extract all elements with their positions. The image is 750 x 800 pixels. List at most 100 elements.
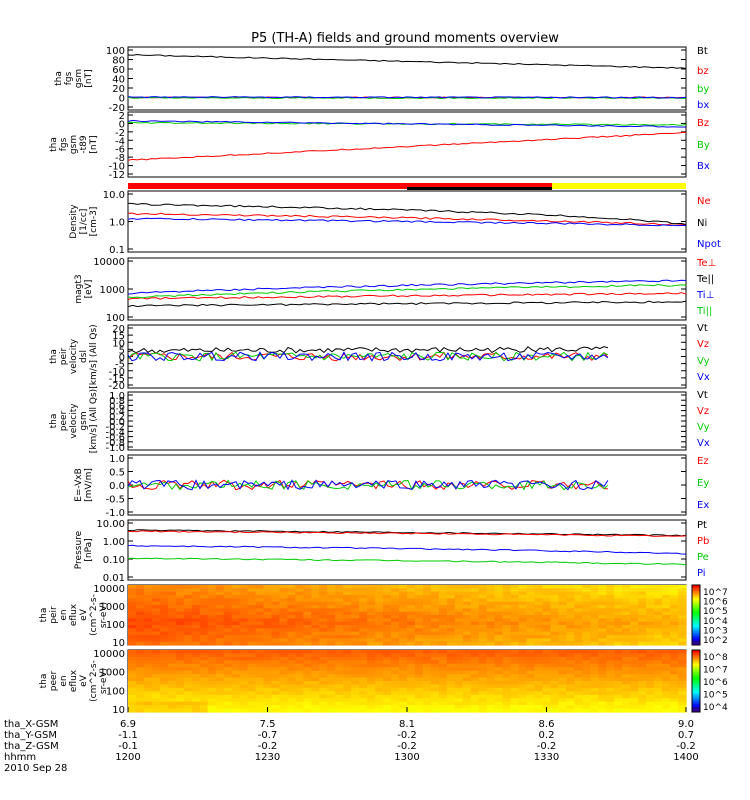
- colorbar-segment: [692, 671, 700, 674]
- spectrogram-cell: [319, 694, 328, 699]
- spectrogram-cell: [271, 631, 281, 636]
- spectrogram-cell: [159, 705, 169, 710]
- spectrogram-cell: [550, 605, 560, 609]
- spectrogram-cell: [574, 674, 583, 679]
- spectrogram-cell: [558, 585, 568, 589]
- spectrogram-cell: [454, 615, 464, 619]
- spectrogram-cell: [486, 585, 496, 589]
- spectrogram-cell: [351, 674, 360, 679]
- spectrogram-cell: [534, 615, 544, 619]
- spectrogram-cell: [327, 608, 336, 613]
- spectrogram-cell: [215, 681, 225, 686]
- spectrogram-cell: [391, 638, 400, 643]
- spectrogram-cell: [135, 705, 145, 710]
- spectrogram-cell: [271, 674, 281, 679]
- spectrogram-cell: [542, 635, 552, 639]
- spectrogram-cell: [678, 667, 687, 672]
- spectrogram-cell: [167, 698, 177, 703]
- spectrogram-cell: [510, 638, 520, 643]
- spectrogram-cell: [215, 585, 225, 589]
- spectrogram-cell: [407, 588, 416, 593]
- colorbar-segment: [692, 592, 700, 595]
- spectrogram-cell: [582, 638, 591, 643]
- spectrogram-cell: [438, 670, 448, 675]
- spectrogram-cell: [510, 670, 520, 675]
- spectrogram-cell: [558, 698, 568, 703]
- spectrogram-cell: [271, 608, 281, 613]
- series-line-ex: [127, 479, 609, 491]
- spectrogram-cell: [279, 663, 289, 668]
- spectrogram-cell: [590, 611, 599, 616]
- spectrogram-cell: [303, 663, 312, 668]
- spectrogram-cell: [263, 691, 273, 696]
- spectrogram-cell: [430, 663, 440, 668]
- mode-bar: [128, 183, 686, 190]
- spectrogram-cell: [128, 615, 137, 619]
- spectrogram-cell: [151, 621, 161, 626]
- spectrogram-cell: [470, 598, 480, 603]
- spectrogram-cell: [662, 635, 671, 639]
- spectrogram-cell: [191, 694, 201, 699]
- spectrogram-cell: [191, 660, 201, 665]
- spectrogram-cell: [590, 687, 599, 692]
- spectrogram-cell: [399, 705, 408, 710]
- spectrogram-cell: [582, 625, 591, 629]
- spectrogram-cell: [470, 628, 480, 633]
- spectrogram-cell: [167, 641, 177, 646]
- spectrogram-cell: [367, 638, 376, 643]
- spectrogram-cell: [582, 650, 591, 655]
- spectrogram-cell: [319, 605, 328, 609]
- spectrogram-cell: [526, 621, 536, 626]
- spectrogram-cell: [199, 598, 209, 603]
- spectrogram-cell: [614, 635, 623, 639]
- spectrogram-cell: [422, 595, 432, 599]
- spectrogram-cell: [414, 598, 424, 603]
- spectrogram-cell: [526, 605, 536, 609]
- spectrogram-cell: [462, 701, 472, 706]
- spectrogram-cell: [255, 660, 265, 665]
- spectrogram-cell: [670, 598, 679, 603]
- spectrogram-cell: [510, 595, 520, 599]
- spectrogram-cell: [247, 691, 257, 696]
- spectrogram-cell: [215, 621, 225, 626]
- spectrogram-cell: [143, 595, 153, 599]
- spectrogram-cell: [542, 694, 552, 699]
- spectrogram-cell: [590, 674, 599, 679]
- spectrogram-cell: [590, 621, 599, 626]
- y-tick-label: 100: [106, 620, 125, 631]
- spectrogram-cell: [518, 615, 528, 619]
- spectrogram-cell: [654, 684, 663, 689]
- spectrogram-cell: [414, 674, 424, 679]
- spectrogram-cell: [438, 621, 448, 626]
- spectrogram-cell: [399, 605, 408, 609]
- spectrogram-cell: [446, 588, 456, 593]
- spectrogram-cell: [343, 677, 352, 682]
- spectrogram-cell: [558, 611, 568, 616]
- spectrogram-cell: [670, 641, 679, 646]
- spectrogram-cell: [670, 691, 679, 696]
- y-axis-label: tha fgs gsm [nT]: [54, 69, 94, 88]
- spectrogram-cell: [430, 674, 440, 679]
- colorbar-label: 10^6: [703, 598, 728, 608]
- spectrogram-cell: [271, 677, 281, 682]
- y-axis-label: tha peer velocity gsm [km/s] (All Qs): [49, 389, 99, 453]
- spectrogram-cell: [399, 585, 408, 589]
- spectrogram-cell: [327, 653, 336, 658]
- spectrogram-cell: [542, 618, 552, 623]
- spectrogram-cell: [207, 705, 217, 710]
- spectrogram-cell: [215, 631, 225, 636]
- spectrogram-cell: [143, 635, 153, 639]
- spectrogram-cell: [311, 591, 320, 596]
- spectrogram-cell: [343, 701, 352, 706]
- spectrogram-cell: [359, 615, 368, 619]
- spectrogram-cell: [199, 585, 209, 589]
- spectrogram-cell: [335, 701, 344, 706]
- spectrogram-cell: [670, 618, 679, 623]
- spectrogram-cell: [438, 635, 448, 639]
- spectrogram-cell: [454, 670, 464, 675]
- y-tick-label: -1.0: [105, 508, 125, 519]
- spectrogram-cell: [303, 635, 312, 639]
- spectrogram-cell: [239, 598, 249, 603]
- spectrogram-cell: [351, 656, 360, 661]
